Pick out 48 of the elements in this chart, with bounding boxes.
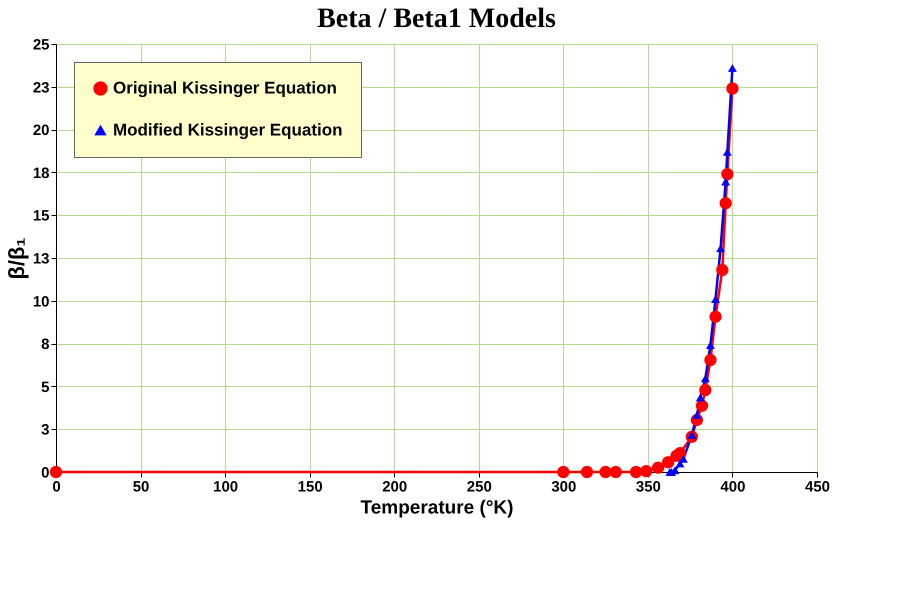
x-tick-label: 450 bbox=[804, 478, 830, 496]
point bbox=[696, 400, 708, 412]
x-axis-title: Temperature (°K) bbox=[360, 498, 514, 518]
y-tick-label: 3 bbox=[41, 422, 50, 439]
point bbox=[652, 462, 664, 474]
x-tick-label: 200 bbox=[382, 478, 408, 496]
point bbox=[640, 465, 652, 478]
x-tick-label: 0 bbox=[52, 478, 61, 496]
y-tick-label: 5 bbox=[41, 378, 50, 396]
y-tick-label: 15 bbox=[32, 208, 50, 225]
point bbox=[580, 466, 594, 478]
x-tick-label: 50 bbox=[132, 478, 150, 496]
point bbox=[630, 466, 642, 478]
legend-label: Modified Kissinger Equation bbox=[113, 120, 343, 140]
chart-title: Beta / Beta1 Models bbox=[317, 3, 556, 34]
point bbox=[692, 411, 702, 419]
x-tick-label: 150 bbox=[298, 478, 323, 496]
point bbox=[696, 394, 705, 402]
point bbox=[662, 456, 674, 468]
point bbox=[557, 466, 570, 478]
point bbox=[709, 310, 722, 323]
point bbox=[610, 466, 622, 478]
point bbox=[721, 168, 734, 180]
x-tick-label: 350 bbox=[636, 478, 661, 496]
point bbox=[50, 466, 62, 478]
y-tick-label: 0 bbox=[41, 464, 50, 482]
y-tick-label: 18 bbox=[32, 164, 50, 182]
y-tick-label: 20 bbox=[32, 122, 50, 140]
point bbox=[721, 178, 730, 186]
x-tick-label: 400 bbox=[720, 478, 746, 496]
point bbox=[699, 384, 712, 396]
point bbox=[726, 82, 739, 95]
point bbox=[687, 431, 696, 439]
point bbox=[720, 197, 732, 210]
y-tick-label: 25 bbox=[32, 36, 50, 54]
y-tick-label: 23 bbox=[32, 79, 50, 96]
point bbox=[676, 460, 684, 468]
legend-label: Original Kissinger Equation bbox=[113, 78, 337, 98]
point bbox=[728, 64, 737, 72]
x-tick-label: 250 bbox=[466, 478, 492, 496]
x-tick-label: 100 bbox=[213, 478, 238, 496]
y-tick-label: 13 bbox=[32, 250, 50, 268]
y-tick-label: 10 bbox=[32, 293, 50, 310]
point bbox=[704, 354, 717, 366]
point bbox=[716, 264, 728, 276]
y-axis-title: β/β₁ bbox=[4, 237, 29, 280]
x-tick-label: 300 bbox=[551, 478, 576, 496]
y-tick-label: 8 bbox=[41, 336, 50, 354]
